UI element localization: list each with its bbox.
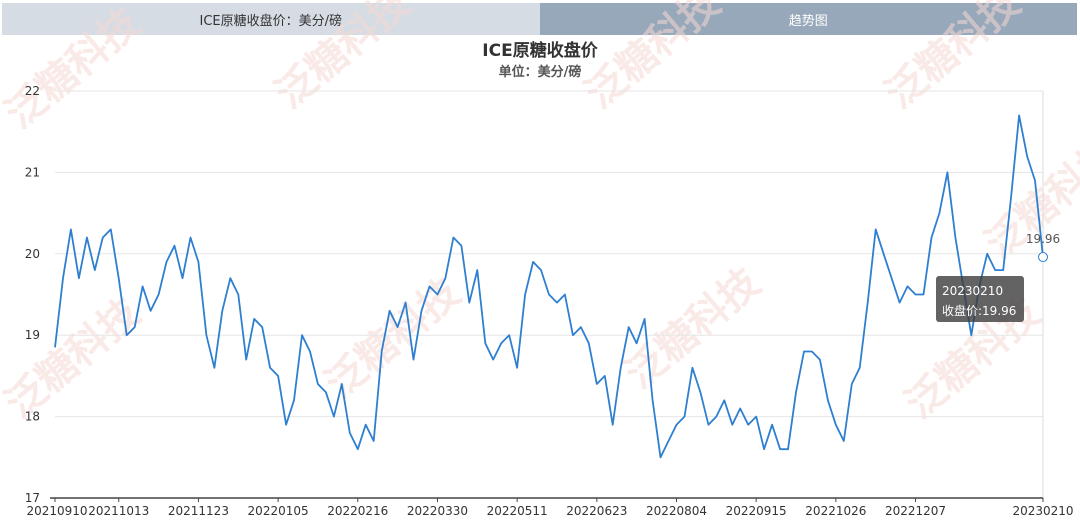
watermark: 泛糖科技 — [577, 0, 729, 118]
line — [54, 114, 1044, 459]
x-tick-label: 20220330 — [407, 504, 468, 518]
y-tick-label: 22 — [25, 84, 40, 98]
tooltip-label: 收盘价: — [942, 303, 982, 318]
watermark: 泛糖科技 — [877, 0, 1029, 118]
chart-title: ICE原糖收盘价 — [482, 40, 598, 61]
value-label: 19.96 — [1026, 232, 1060, 246]
x-tick-label: 20220105 — [248, 504, 309, 518]
x-tick-label: 20221026 — [805, 504, 866, 518]
y-tick-label: 17 — [25, 491, 40, 505]
x-tick-label: 20220511 — [487, 504, 548, 518]
tooltip-value: 收盘价:19.96 — [942, 303, 1016, 318]
tooltip — [936, 276, 1024, 322]
tab-bar: ICE原糖收盘价：美分/磅 趋势图 — [2, 3, 1077, 35]
tab[interactable]: ICE原糖收盘价：美分/磅 — [2, 3, 540, 35]
x-tick-label: 20230210 — [1012, 504, 1073, 518]
tooltip-date: 20230210 — [942, 284, 1003, 298]
x-tick-label: 20220216 — [327, 504, 388, 518]
watermark: 泛糖科技 — [0, 0, 149, 138]
watermark: 泛糖科技 — [317, 270, 469, 408]
y-tick-label: 19 — [25, 328, 40, 342]
chart-subtitle: 单位：美分/磅 — [499, 64, 582, 80]
x-tick-label: 20211013 — [88, 504, 149, 518]
watermark: 泛糖科技 — [977, 130, 1080, 268]
x-tick-label: 20220915 — [726, 504, 787, 518]
point — [1038, 252, 1048, 263]
x-tick-label: 20210910 — [26, 504, 87, 518]
tab[interactable]: 趋势图 — [539, 3, 1077, 35]
x-tick-label: 20221207 — [885, 504, 946, 518]
watermark: 泛糖科技 — [0, 290, 149, 428]
x-tick-label: 20220804 — [646, 504, 707, 518]
y-tick-label: 18 — [25, 410, 40, 424]
tooltip-number: 19.96 — [982, 304, 1016, 318]
y-tick-label: 21 — [25, 165, 40, 179]
x-tick-label: 20220623 — [566, 504, 627, 518]
y-tick-label: 20 — [25, 247, 40, 261]
watermark: 泛糖科技 — [617, 260, 769, 398]
watermark: 泛糖科技 — [267, 0, 419, 118]
x-tick-label: 20211123 — [168, 504, 229, 518]
